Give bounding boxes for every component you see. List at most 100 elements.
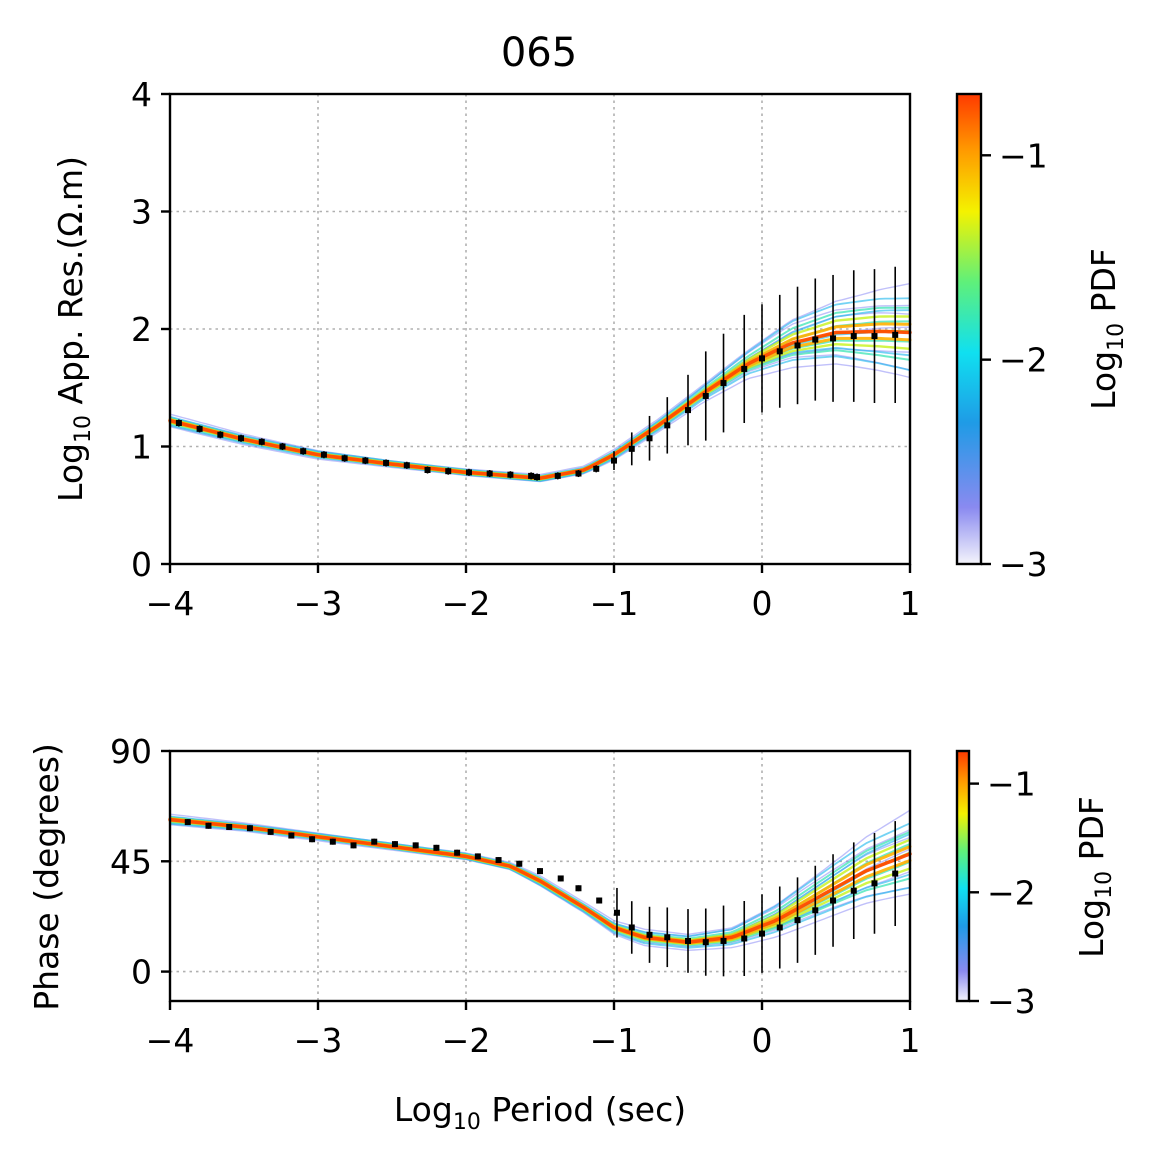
resistivity-xtick-label-3: −1: [590, 584, 639, 623]
resistivity-data-point: [258, 438, 265, 445]
resistivity-data-point: [892, 331, 899, 338]
resistivity-colorbar-label: Log10 PDF: [1084, 248, 1129, 410]
phase-ytick-label-1: 45: [110, 842, 152, 881]
phase-data-point: [412, 842, 419, 849]
phase-data-point: [557, 875, 564, 882]
resistivity-data-point: [507, 471, 514, 478]
phase-colorbar-tick-label-1: −2: [987, 873, 1036, 912]
phase-panel: −4 −3 −2 −1 0 1 0 45 90 Phase (degrees) Log10 Pe…: [27, 732, 1117, 1135]
phase-axes-frame: [168, 749, 912, 1003]
resistivity-ylabel: Log10 App. Res.(Ω.m): [51, 156, 96, 502]
phase-colorbar-tick-label-2: −3: [987, 982, 1036, 1021]
resistivity-data-point: [175, 420, 182, 426]
resistivity-data-point: [664, 422, 671, 429]
resistivity-data-point: [812, 336, 819, 343]
resistivity-data-point: [362, 457, 369, 464]
phase-data-point: [685, 937, 691, 944]
phase-model-curve: [169, 824, 911, 951]
phase-data-point: [309, 836, 316, 843]
resistivity-data-point: [741, 365, 748, 372]
phase-ticks: −4 −3 −2 −1 0 1 0 45 90: [110, 732, 921, 1060]
phase-colorbar-tick-label-0: −1: [987, 765, 1036, 804]
resistivity-ticks: −4 −3 −2 −1 0 1 0 1 2 3 4: [131, 75, 921, 623]
resistivity-data-point: [196, 425, 203, 432]
phase-data-point: [516, 860, 523, 867]
phase-data-point: [830, 897, 837, 904]
phase-observed-points: [184, 819, 899, 977]
resistivity-data-point: [646, 435, 653, 442]
resistivity-colorbar-ticks: −1 −2 −3: [981, 136, 1048, 584]
resistivity-xtick-label-5: 1: [900, 584, 921, 623]
phase-data-point: [474, 853, 481, 860]
phase-data-point: [646, 931, 653, 938]
resistivity-data-point: [628, 445, 635, 452]
resistivity-data-point: [238, 435, 245, 442]
resistivity-data-point: [830, 335, 837, 342]
phase-xtick-label-3: −1: [590, 1021, 639, 1060]
phase-data-point: [596, 897, 603, 904]
phase-data-point: [391, 841, 398, 848]
resistivity-data-point: [383, 459, 390, 466]
resistivity-pdf-band: [168, 282, 912, 483]
phase-data-point: [246, 825, 253, 832]
phase-data-point: [720, 937, 727, 944]
phase-data-point: [575, 885, 582, 892]
phase-data-point: [267, 828, 274, 835]
phase-data-point: [702, 939, 709, 946]
phase-data-point: [794, 917, 801, 924]
phase-pdf-band: [168, 809, 912, 951]
resistivity-colorbar-tick-label-1: −2: [999, 341, 1048, 380]
resistivity-data-point: [871, 333, 878, 340]
phase-data-point: [350, 842, 357, 849]
phase-xtick-label-2: −2: [442, 1021, 491, 1060]
figure-title: 065: [501, 30, 577, 76]
resistivity-data-point: [341, 455, 348, 462]
resistivity-xtick-label-0: −4: [146, 584, 195, 623]
phase-data-point: [812, 907, 819, 914]
phase-data-point: [371, 838, 378, 845]
resistivity-data-point: [575, 470, 582, 477]
phase-data-point: [184, 819, 191, 826]
phase-data-point: [871, 880, 878, 887]
phase-xtick-label-1: −3: [294, 1021, 343, 1060]
resistivity-data-point: [217, 431, 224, 438]
resistivity-data-point: [528, 472, 535, 479]
resistivity-data-point: [720, 380, 727, 387]
phase-data-point: [226, 823, 233, 830]
resistivity-data-point: [465, 469, 472, 476]
resistivity-data-point: [593, 465, 600, 472]
resistivity-model-curve: [169, 339, 911, 480]
phase-data-point: [776, 924, 783, 931]
phase-data-point: [850, 887, 857, 894]
resistivity-xtick-label-4: 0: [752, 584, 773, 623]
resistivity-data-point: [445, 468, 452, 475]
phase-data-point: [205, 822, 212, 829]
phase-ytick-label-2: 90: [110, 732, 152, 771]
phase-colorbar-ticks: −1 −2 −3: [969, 765, 1036, 1021]
resistivity-ytick-label-0: 0: [131, 545, 152, 584]
resistivity-model-curve: [169, 355, 911, 482]
resistivity-model-curve: [168, 343, 912, 481]
resistivity-data-point: [486, 470, 493, 477]
phase-xtick-label-5: 1: [900, 1021, 921, 1060]
resistivity-xtick-label-1: −3: [294, 584, 343, 623]
resistivity-data-point: [759, 355, 765, 362]
phase-model-curve: [169, 821, 911, 947]
resistivity-colorbar-tick-label-0: −1: [999, 136, 1048, 175]
phase-colorbar: [955, 749, 971, 1003]
phase-data-point: [741, 935, 748, 942]
phase-model-core: [168, 817, 912, 944]
resistivity-model-curve: [169, 354, 911, 482]
resistivity-data-point: [702, 392, 709, 399]
resistivity-data-point: [850, 333, 857, 340]
resistivity-colorbar: [955, 92, 983, 566]
phase-data-point: [628, 924, 635, 931]
resistivity-ytick-label-1: 1: [131, 428, 152, 467]
phase-xtick-label-0: −4: [146, 1021, 195, 1060]
phase-data-point: [613, 909, 620, 916]
phase-data-point: [288, 832, 295, 839]
resistivity-data-point: [279, 443, 286, 450]
phase-data-point: [495, 857, 502, 864]
